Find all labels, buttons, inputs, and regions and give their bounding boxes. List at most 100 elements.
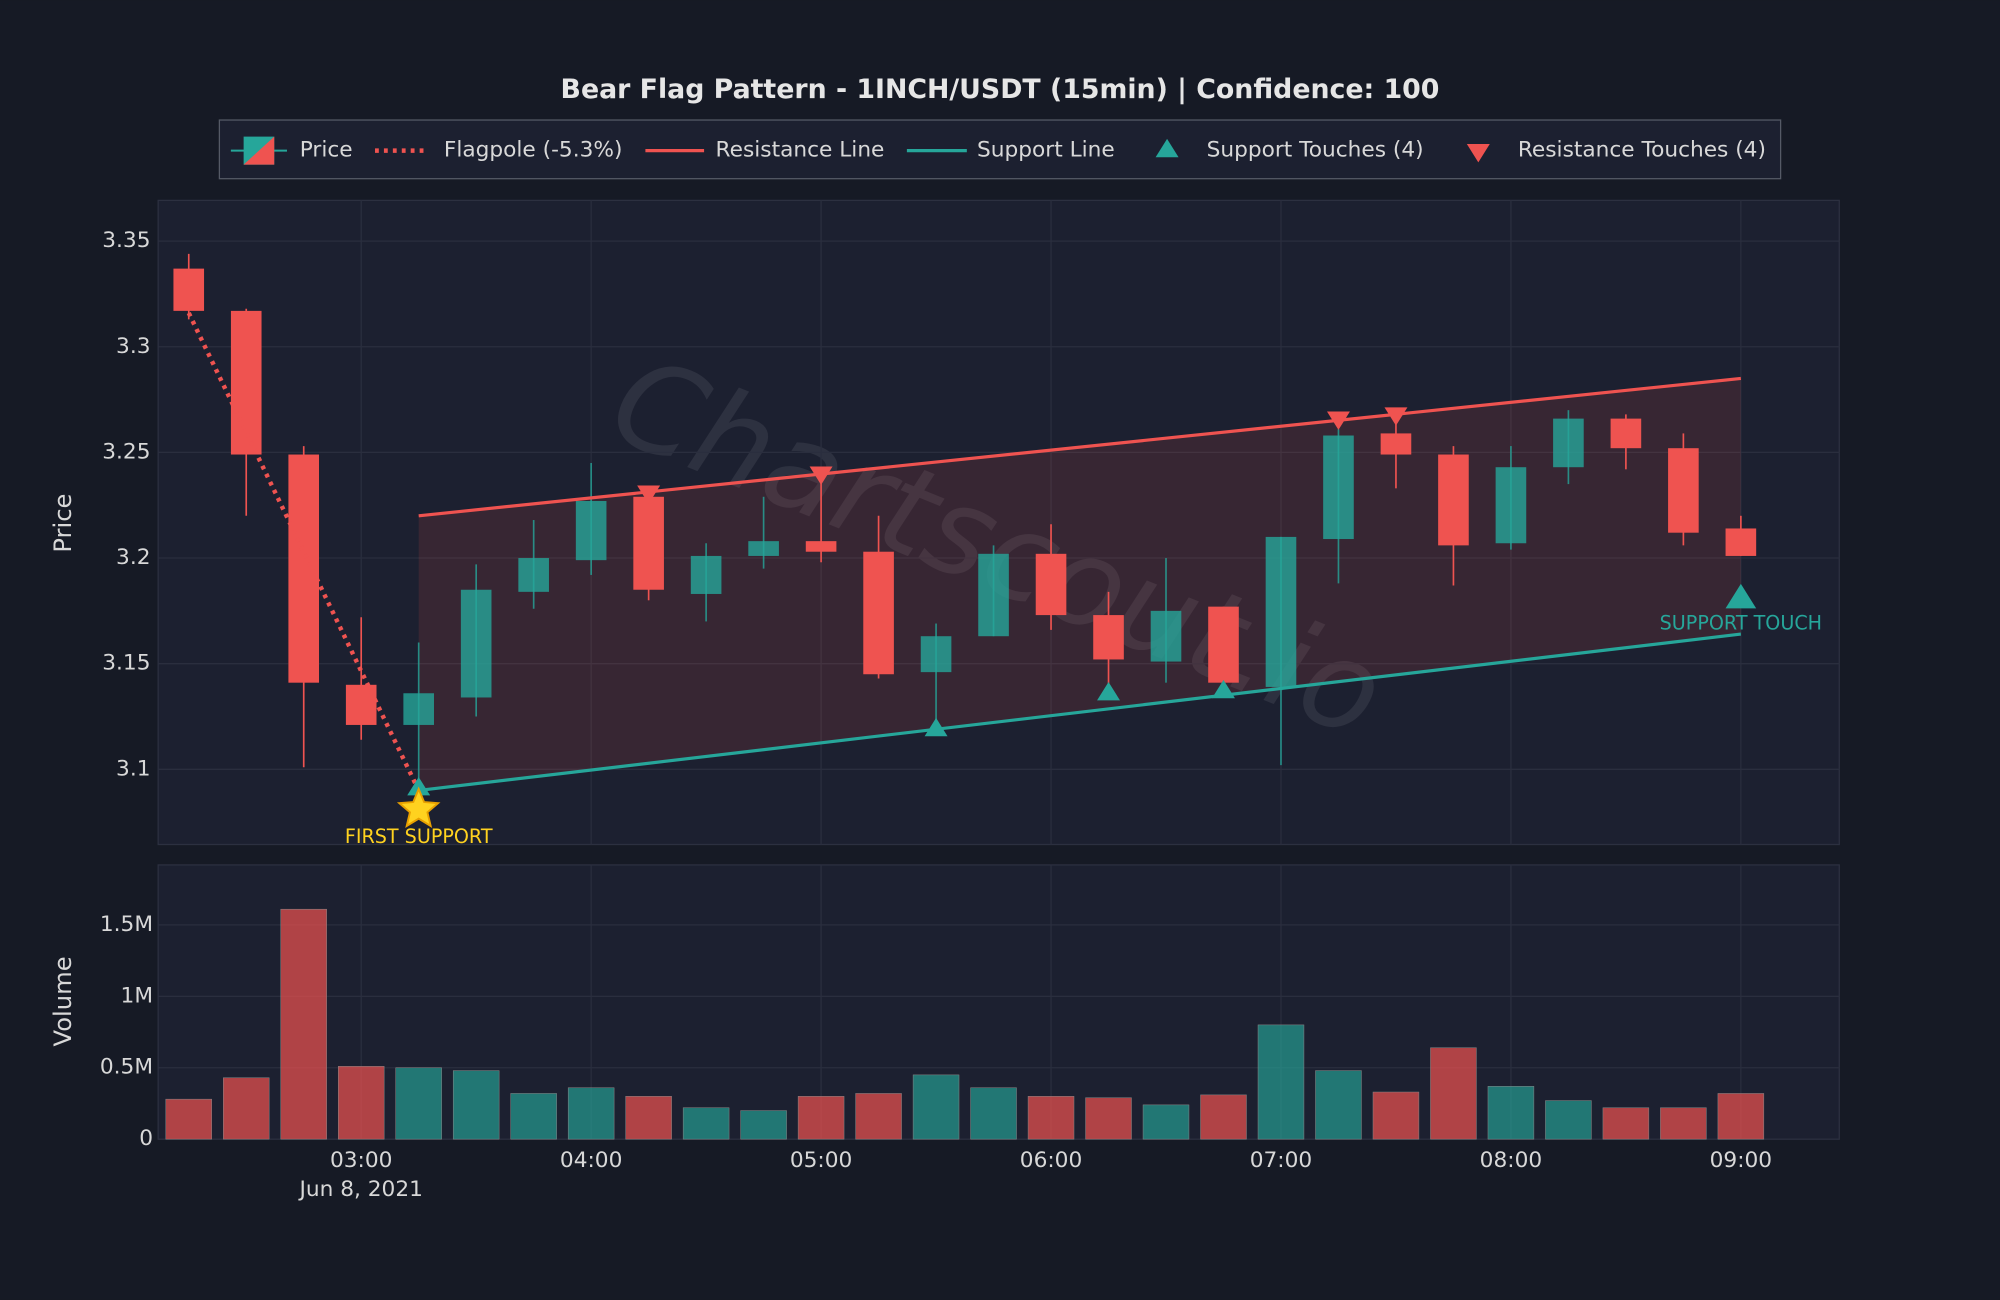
candle-body [1265, 536, 1297, 687]
annotation-star [396, 786, 441, 828]
resistance-touch-marker [637, 485, 661, 504]
candle-body [288, 454, 320, 683]
volume-bar [1545, 1100, 1592, 1140]
x-date-label: Jun 8, 2021 [297, 1177, 422, 1202]
y-tick-label: 3.3 [116, 334, 150, 359]
volume-bar [1487, 1086, 1535, 1140]
volume-bar [1372, 1091, 1420, 1140]
candle-body [1438, 454, 1469, 546]
candle-body [920, 636, 952, 673]
legend-support-touch [1155, 138, 1179, 158]
y-tick-label: 3.35 [102, 228, 150, 253]
x-tick-label: 09:00 [1710, 1148, 1772, 1173]
annotation-triangle [1725, 583, 1757, 609]
volume-tick-label: 1.5M [100, 912, 153, 937]
volume-bar [567, 1087, 615, 1140]
candle-body [1725, 528, 1757, 556]
candle-body [1380, 433, 1412, 455]
legend-label: Resistance Line [716, 138, 885, 163]
volume-bar [1315, 1070, 1362, 1140]
candle-body [575, 501, 607, 561]
x-tick-label: 08:00 [1480, 1148, 1542, 1173]
y-tick-label: 3.15 [102, 651, 150, 676]
volume-bar [682, 1107, 730, 1140]
candle-body [1208, 606, 1239, 683]
volume-bar [165, 1098, 212, 1140]
volume-bar [1027, 1096, 1075, 1140]
volume-bar [1085, 1097, 1132, 1140]
legend-resistance-touch [1466, 144, 1490, 163]
x-tick-label: 04:00 [560, 1148, 622, 1173]
volume-bar [1257, 1024, 1305, 1140]
resistance-touch-marker [1326, 411, 1350, 430]
legend-label: Resistance Touches (4) [1518, 138, 1766, 163]
candle-body [978, 553, 1009, 637]
annotation-label: FIRST SUPPORT [345, 825, 493, 848]
volume-bar [337, 1066, 385, 1140]
resistance-line [418, 376, 1742, 518]
candle-body [230, 310, 262, 455]
candle-body [518, 558, 549, 592]
volume-bar [510, 1093, 557, 1140]
candle-body [460, 589, 492, 698]
candle-body [1093, 615, 1124, 660]
y-tick-label: 3.2 [116, 545, 150, 570]
volume-bar [1142, 1104, 1190, 1140]
candle-body [690, 555, 722, 594]
volume-tick-label: 0.5M [100, 1055, 153, 1080]
volume-bar [855, 1093, 902, 1140]
support-touch-marker [407, 777, 431, 796]
candle-body [1323, 435, 1354, 540]
candle-body [403, 693, 434, 725]
candle-body [1150, 610, 1182, 662]
volume-bar [452, 1070, 500, 1140]
resistance-touch-marker [1384, 407, 1408, 426]
volume-tick-label: 1M [121, 983, 153, 1008]
y-tick-label: 3.25 [102, 439, 150, 464]
volume-bar [1430, 1047, 1477, 1140]
support-touch-marker [924, 717, 948, 737]
volume-axis-label: Volume [49, 956, 77, 1046]
support-touch-marker [1097, 681, 1121, 701]
volume-bar [1602, 1107, 1650, 1140]
volume-bar [625, 1096, 672, 1140]
legend-box [218, 119, 1782, 180]
volume-bar [1660, 1107, 1707, 1140]
candle-body [1553, 418, 1584, 468]
legend-label: Support Touches (4) [1207, 138, 1424, 163]
volume-bar [395, 1067, 442, 1140]
candle-body [1668, 448, 1699, 533]
candle-body [805, 541, 837, 552]
volume-bar [970, 1087, 1017, 1140]
y-axis-label: Price [49, 494, 77, 553]
price-plot-area [157, 199, 1840, 846]
legend-label: Price [300, 138, 353, 163]
x-tick-label: 07:00 [1250, 1148, 1312, 1173]
volume-bar [797, 1096, 845, 1140]
volume-bar [280, 908, 327, 1140]
annotation-label: SUPPORT TOUCH [1660, 612, 1822, 635]
volume-bar [740, 1110, 787, 1140]
candle-body [863, 551, 894, 675]
chart-title: Bear Flag Pattern - 1INCH/USDT (15min) |… [561, 74, 1440, 105]
candle-body [748, 541, 779, 556]
volume-bar [1200, 1094, 1247, 1140]
legend-label: Flagpole (-5.3%) [444, 138, 623, 163]
legend-label: Support Line [977, 138, 1115, 163]
volume-tick-label: 0 [139, 1126, 153, 1151]
candle-body [1495, 467, 1527, 544]
x-tick-label: 05:00 [790, 1148, 852, 1173]
support-line [418, 632, 1742, 793]
candle-body [1610, 418, 1642, 449]
candle-body [173, 268, 205, 311]
volume-bar [912, 1074, 960, 1140]
candle-body [633, 496, 664, 590]
x-tick-label: 03:00 [330, 1148, 392, 1173]
x-tick-label: 06:00 [1020, 1148, 1082, 1173]
volume-bar [223, 1077, 270, 1140]
support-touch-marker [1212, 679, 1235, 699]
candle-body [1035, 553, 1067, 616]
volume-bar [1717, 1093, 1765, 1140]
